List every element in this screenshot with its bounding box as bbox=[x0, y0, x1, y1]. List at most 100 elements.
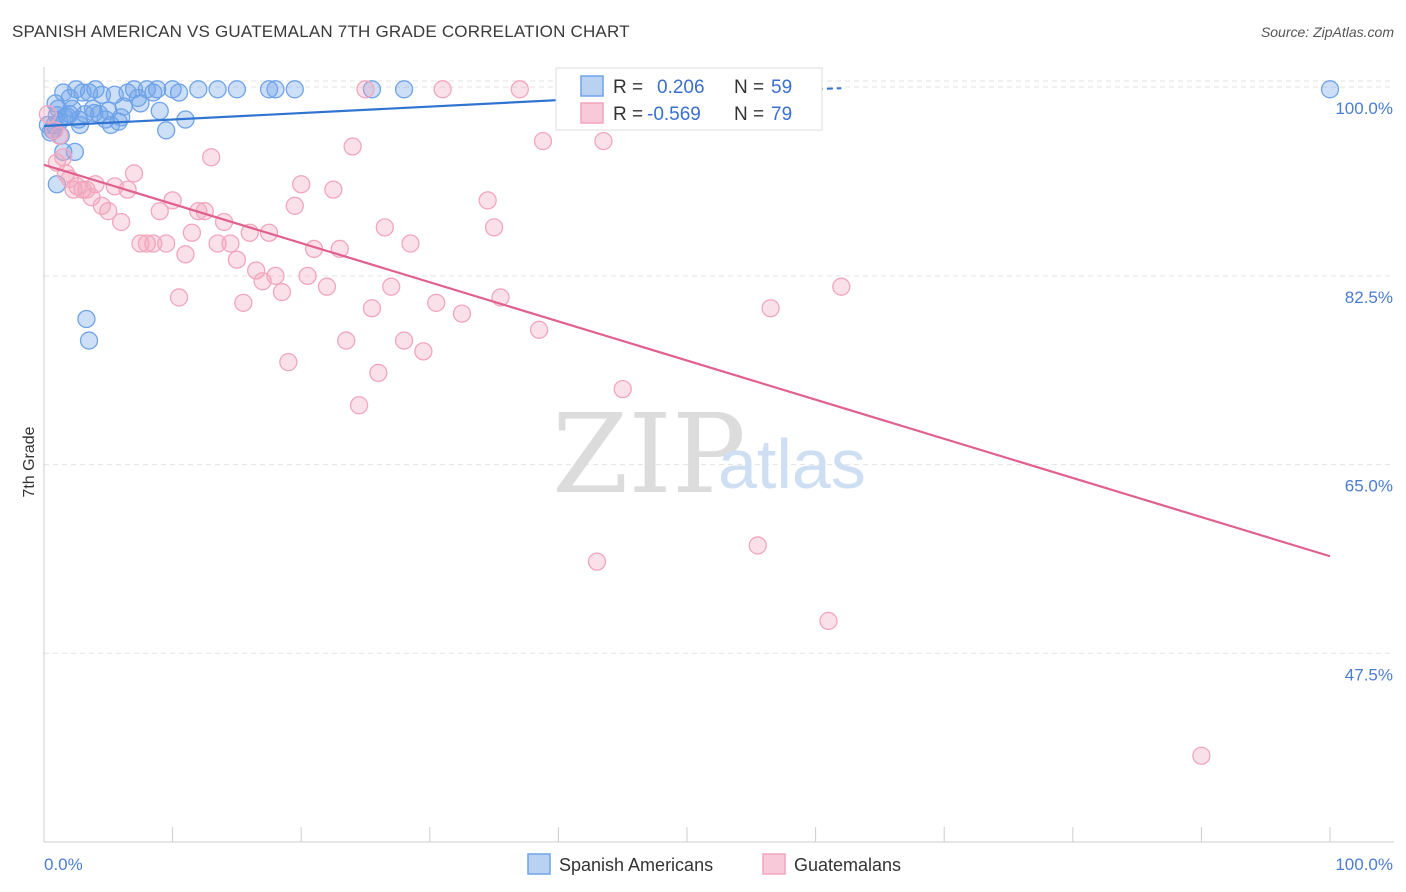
data-point bbox=[298, 266, 317, 286]
data-point bbox=[1192, 746, 1211, 765]
data-point bbox=[484, 218, 504, 237]
data-point bbox=[227, 80, 247, 99]
data-point bbox=[362, 80, 382, 99]
data-point bbox=[452, 304, 472, 323]
data-point bbox=[101, 115, 121, 135]
legend-label-spanish-americans: Spanish Americans bbox=[559, 855, 713, 875]
y-axis-label: 7th Grade bbox=[21, 426, 38, 497]
data-point bbox=[587, 552, 607, 571]
y-tick-label: 100.0% bbox=[1335, 99, 1393, 118]
data-point bbox=[221, 234, 240, 253]
watermark-zip: ZIP bbox=[552, 390, 746, 518]
data-point bbox=[92, 85, 112, 104]
axes bbox=[43, 67, 1394, 843]
data-point bbox=[401, 234, 420, 253]
data-point bbox=[369, 363, 388, 383]
y-tick-label: 47.5% bbox=[1345, 665, 1393, 684]
data-point bbox=[128, 88, 148, 108]
data-point bbox=[272, 282, 292, 302]
legend-swatch-pink bbox=[580, 102, 604, 124]
data-point bbox=[144, 234, 163, 253]
data-point bbox=[79, 331, 99, 350]
data-point bbox=[761, 299, 780, 318]
data-point bbox=[394, 331, 414, 350]
data-point bbox=[189, 80, 208, 99]
legend-swatch-spanish-americans bbox=[527, 853, 551, 875]
data-point bbox=[85, 103, 104, 123]
data-point bbox=[337, 331, 356, 350]
data-point bbox=[266, 80, 285, 99]
data-point bbox=[414, 342, 433, 361]
series-guatemalans bbox=[38, 80, 1211, 765]
data-point bbox=[510, 80, 529, 99]
trend-line-guatemalans bbox=[43, 163, 1331, 558]
data-point bbox=[182, 223, 202, 242]
legend-n-value-pink: 79 bbox=[771, 104, 792, 125]
series-spanish-americans bbox=[38, 80, 1340, 350]
legend-r-value-blue: 0.206 bbox=[657, 77, 705, 98]
data-point bbox=[533, 131, 553, 151]
data-point bbox=[259, 80, 279, 99]
data-point bbox=[529, 320, 549, 339]
data-point bbox=[832, 277, 851, 296]
data-point bbox=[131, 234, 150, 253]
y-tick-label: 65.0% bbox=[1345, 477, 1393, 496]
data-point bbox=[317, 277, 337, 296]
data-point bbox=[114, 97, 133, 116]
data-point bbox=[382, 277, 401, 296]
data-point bbox=[208, 80, 227, 99]
data-point bbox=[247, 261, 266, 280]
data-point bbox=[285, 196, 304, 215]
data-point bbox=[427, 293, 446, 312]
data-point bbox=[748, 536, 767, 555]
y-tick-label: 82.5% bbox=[1345, 288, 1393, 307]
legend-swatch-guatemalans bbox=[762, 853, 786, 875]
data-point bbox=[157, 234, 176, 253]
data-point bbox=[50, 126, 69, 145]
data-point bbox=[279, 352, 298, 372]
data-point bbox=[356, 80, 375, 99]
legend-r-value-pink: -0.569 bbox=[647, 104, 701, 125]
data-point bbox=[613, 379, 632, 399]
chart-title: SPANISH AMERICAN VS GUATEMALAN 7TH GRADE… bbox=[12, 22, 630, 41]
gridlines bbox=[44, 80, 1394, 654]
data-point bbox=[137, 234, 157, 253]
watermark-atlas: atlas bbox=[718, 425, 866, 503]
data-point bbox=[150, 202, 169, 221]
data-point bbox=[394, 80, 414, 99]
data-point bbox=[234, 293, 253, 312]
legend-label-guatemalans: Guatemalans bbox=[794, 855, 901, 875]
data-point bbox=[169, 83, 189, 102]
legend-n-value-blue: 59 bbox=[771, 77, 792, 98]
data-point bbox=[1320, 80, 1340, 99]
data-point bbox=[150, 101, 169, 121]
data-point bbox=[478, 191, 497, 210]
data-point bbox=[375, 218, 394, 237]
data-point bbox=[208, 234, 227, 253]
x-tick-label: 0.0% bbox=[44, 855, 83, 874]
data-point bbox=[148, 80, 167, 99]
data-point bbox=[292, 175, 311, 194]
legend-r-label: R = bbox=[613, 77, 643, 98]
tick-labels: 100.0% 82.5% 65.0% 47.5% 0.0% 100.0% bbox=[44, 99, 1393, 874]
data-point bbox=[343, 137, 362, 156]
data-point bbox=[38, 104, 58, 124]
data-point bbox=[169, 288, 189, 307]
data-point bbox=[433, 80, 452, 99]
data-point bbox=[157, 121, 176, 140]
data-point bbox=[124, 164, 144, 183]
data-point bbox=[77, 309, 96, 329]
data-point bbox=[324, 180, 343, 199]
legend-swatch-blue bbox=[580, 75, 604, 97]
data-point bbox=[349, 396, 369, 415]
x-tick-label: 100.0% bbox=[1335, 855, 1393, 874]
series-legend: Spanish Americans Guatemalans bbox=[527, 853, 901, 875]
data-point bbox=[266, 266, 285, 286]
source-credit: Source: ZipAtlas.com bbox=[1260, 24, 1394, 40]
legend-n-label: N = bbox=[734, 77, 764, 98]
data-point bbox=[285, 80, 304, 99]
data-point bbox=[362, 299, 382, 318]
legend-r-label: R = bbox=[613, 104, 643, 125]
legend-n-label: N = bbox=[734, 104, 764, 125]
